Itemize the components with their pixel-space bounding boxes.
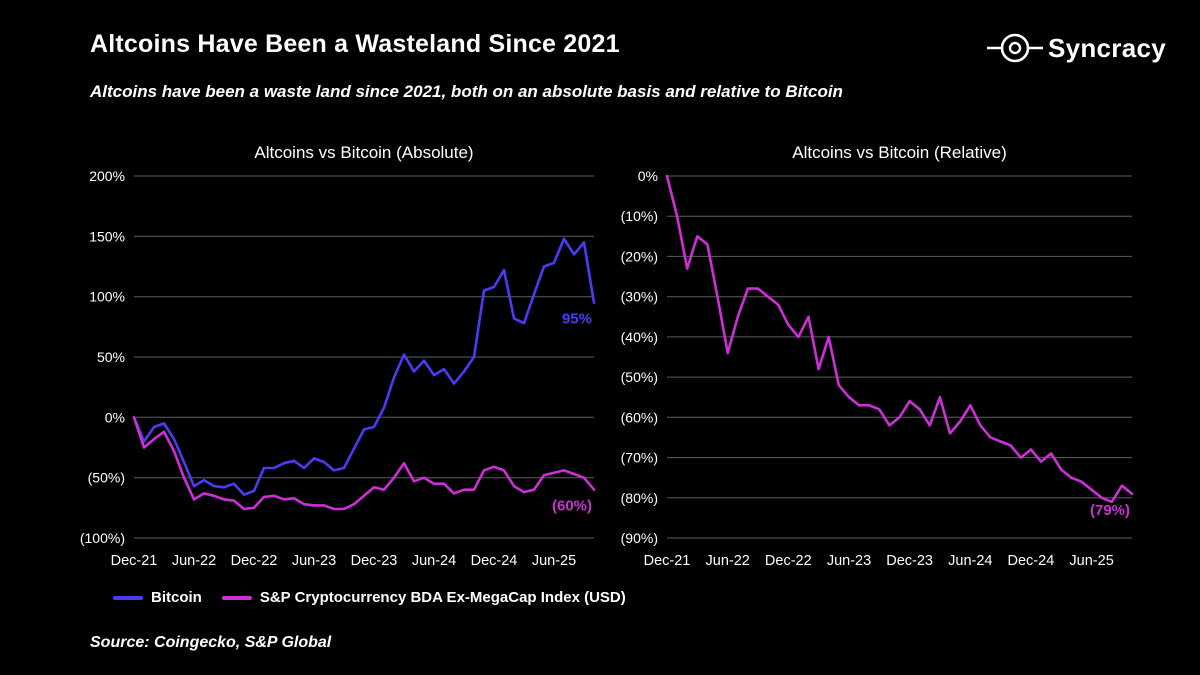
series-line: [132, 237, 596, 496]
end-label: 95%: [562, 311, 592, 328]
chart-title: Altcoins vs Bitcoin (Absolute): [254, 143, 473, 162]
y-tick-label: (50%): [621, 369, 658, 385]
syncracy-logo: Syncracy: [986, 28, 1166, 68]
y-tick-label: 100%: [89, 289, 125, 305]
x-tick-label: Jun-25: [532, 553, 576, 569]
page-title: Altcoins Have Been a Wasteland Since 202…: [90, 30, 620, 58]
y-tick-label: (60%): [621, 409, 658, 425]
y-tick-label: (10%): [621, 208, 658, 224]
chart-legend: Bitcoin S&P Cryptocurrency BDA Ex-MegaCa…: [113, 589, 626, 606]
y-tick-label: (30%): [621, 289, 658, 305]
x-tick-label: Dec-22: [231, 553, 278, 569]
y-tick-label: (20%): [621, 248, 658, 264]
bitcoin-line-swatch: [113, 595, 143, 600]
altcoin-line-swatch: [221, 595, 252, 600]
series-line: [132, 415, 596, 511]
y-tick-label: (80%): [621, 490, 658, 506]
end-label: (79%): [1090, 502, 1130, 519]
series-line: [665, 174, 1134, 504]
y-tick-label: 150%: [89, 228, 125, 244]
y-tick-label: 0%: [105, 409, 125, 425]
x-tick-label: Dec-24: [1008, 553, 1055, 569]
absolute-chart: Altcoins vs Bitcoin (Absolute) 200% 150% 10…: [80, 143, 596, 569]
x-tick-label: Jun-23: [292, 553, 336, 569]
y-tick-label: 50%: [97, 349, 125, 365]
y-tick-label: 0%: [638, 168, 658, 184]
x-tick-label: Jun-24: [412, 553, 456, 569]
y-tick-label: (50%): [88, 470, 125, 486]
legend-label-bitcoin: Bitcoin: [151, 589, 202, 606]
chart-title: Altcoins vs Bitcoin (Relative): [792, 143, 1006, 162]
x-tick-label: Dec-21: [644, 553, 691, 569]
legend-item-altcoin-index: S&P Cryptocurrency BDA Ex-MegaCap Index …: [221, 589, 626, 606]
x-tick-label: Dec-23: [886, 553, 933, 569]
x-tick-label: Dec-22: [765, 553, 812, 569]
x-tick-label: Jun-23: [827, 553, 871, 569]
y-tick-label: (70%): [621, 450, 658, 466]
x-tick-label: Jun-22: [172, 553, 216, 569]
legend-item-bitcoin: Bitcoin: [113, 589, 202, 606]
page-subtitle: Altcoins have been a waste land since 20…: [90, 82, 843, 101]
legend-label-altcoin-index: S&P Cryptocurrency BDA Ex-MegaCap Index …: [259, 589, 626, 606]
y-tick-label: 200%: [89, 168, 125, 184]
end-label: (60%): [552, 498, 592, 515]
relative-chart: Altcoins vs Bitcoin (Relative) 0% (10%) (20…: [621, 143, 1134, 569]
x-tick-label: Jun-25: [1069, 553, 1113, 569]
syncracy-logo-icon: [986, 33, 1043, 63]
x-tick-label: Dec-23: [351, 553, 398, 569]
x-tick-label: Jun-24: [948, 553, 992, 569]
brand-name: Syncracy: [1047, 32, 1166, 63]
y-tick-label: (90%): [621, 530, 658, 546]
y-tick-label: (40%): [621, 329, 658, 345]
x-tick-label: Dec-21: [111, 553, 158, 569]
y-tick-label: (100%): [80, 530, 125, 546]
source-note: Source: Coingecko, S&P Global: [90, 634, 332, 651]
x-tick-label: Jun-22: [706, 553, 750, 569]
x-tick-label: Dec-24: [471, 553, 518, 569]
